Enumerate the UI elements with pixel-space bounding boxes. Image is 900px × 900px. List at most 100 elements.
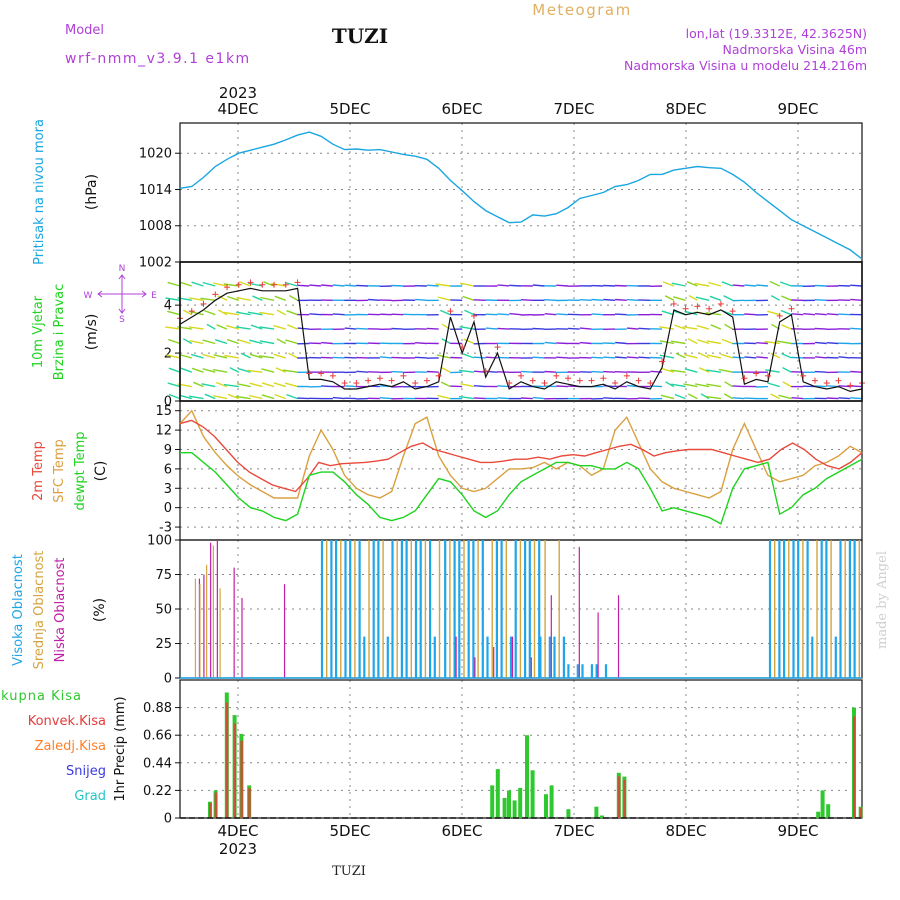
wind-arrow-icon — [286, 310, 298, 316]
wind-arrow-icon — [544, 385, 557, 388]
mid-cloud-label: Srednja Oblacnost — [32, 551, 47, 670]
wind-arrow-icon — [473, 299, 486, 301]
wind-arrow-icon — [213, 354, 228, 359]
bottom-date-label: 8DEC — [665, 822, 706, 840]
wind-arrow-icon — [556, 356, 569, 359]
wind-ytick-label: 0 — [164, 395, 172, 410]
wind-arrow-icon — [850, 397, 863, 400]
wind-arrow-icon — [249, 353, 263, 359]
wind-ytick-label: 4 — [164, 299, 172, 314]
wind-arrow-icon — [379, 356, 392, 359]
wind-arrow-icon — [235, 326, 251, 330]
wind-arrow-icon — [191, 281, 204, 287]
wind-arrow-icon — [247, 369, 263, 373]
wind-arrow-icon — [615, 298, 627, 301]
wind-label-a: 10m Vjetar — [31, 295, 46, 368]
wind-arrow-icon — [168, 338, 181, 345]
cloud-ytick-label: 25 — [155, 637, 172, 652]
conv-precip-bar — [617, 776, 621, 818]
wind-arrow-icon — [276, 338, 287, 345]
wind-arrow-icon — [638, 327, 651, 330]
wind-arrow-icon — [700, 393, 710, 400]
wind-arrow-icon — [459, 282, 475, 287]
top-year-label: 2023 — [219, 84, 257, 102]
low-cloud-label: Niska Oblacnost — [53, 558, 68, 663]
wind-arrow-icon — [332, 356, 345, 359]
wind-arrow-icon — [261, 368, 275, 373]
wind-arrow-icon — [168, 367, 181, 373]
wind-arrow-icon — [202, 281, 216, 287]
wind-arrow-icon — [497, 397, 510, 400]
conv-precip-bar — [623, 779, 626, 818]
wind-arrow-icon — [178, 353, 192, 359]
wind-arrow-icon — [591, 313, 604, 316]
wind-arrow-field — [165, 280, 863, 400]
wind-arrow-icon — [356, 284, 369, 287]
snow-label: Snijeg — [66, 764, 106, 779]
pressure-panel: 1002 1008 1014 1020 — [139, 122, 863, 271]
wind-arrow-icon — [226, 338, 240, 345]
wind-arrow-icon — [435, 283, 451, 287]
wind-arrow-icon — [850, 370, 863, 373]
wind-arrow-icon — [249, 382, 263, 388]
wind-arrow-icon — [708, 281, 722, 287]
t2m-label: 2m Temp — [31, 441, 46, 501]
compass-n: N — [119, 264, 126, 274]
wind-arrow-icon — [415, 298, 427, 301]
wind-arrow-icon — [216, 324, 228, 330]
temp-ytick-label: -3 — [159, 521, 172, 536]
wind-arrow-icon — [732, 284, 745, 287]
top-date-label: 4DEC — [217, 100, 258, 118]
wind-arrow-icon — [214, 339, 228, 345]
tsfc-label: SFC Temp — [52, 439, 67, 503]
wind-arrow-icon — [706, 354, 722, 359]
t2m-line — [179, 419, 863, 493]
wind-arrow-icon — [744, 313, 757, 316]
total-precip-bar — [495, 769, 500, 818]
wind-arrow-icon — [674, 393, 686, 400]
pressure-unit: (hPa) — [84, 174, 100, 210]
wind-arrow-icon — [744, 397, 757, 400]
wind-arrow-icon — [724, 323, 734, 330]
wind-arrow-icon — [235, 395, 251, 400]
wind-arrow-icon — [684, 353, 698, 359]
wind-arrow-icon — [850, 284, 863, 287]
wind-arrow-icon — [686, 281, 698, 287]
wind-arrow-icon — [356, 327, 369, 330]
wind-arrow-icon — [699, 367, 710, 373]
wind-arrow-icon — [670, 340, 686, 345]
wind-arrow-icon — [273, 353, 286, 359]
wind-arrow-icon — [356, 370, 369, 373]
precip-panel: 0 0.22 0.44 0.66 0.88 — [143, 679, 863, 827]
wind-arrow-icon — [721, 338, 733, 345]
wind-arrow-icon — [579, 327, 592, 330]
total-precip-bar — [820, 790, 825, 818]
wind-arrow-icon — [284, 382, 298, 388]
wind-arrow-icon — [695, 296, 710, 301]
wind-arrow-icon — [520, 299, 533, 301]
wind-arrow-icon — [732, 385, 745, 388]
precip-unit: 1hr Precip (mm) — [113, 696, 128, 801]
wind-arrow-icon — [497, 327, 510, 330]
wind-arrow-icon — [473, 356, 486, 359]
total-precip-bar — [525, 735, 529, 818]
wind-arrow-icon — [544, 341, 557, 345]
wind-arrow-icon — [744, 284, 757, 287]
wind-arrow-icon — [236, 311, 251, 316]
wind-arrow-icon — [204, 393, 216, 400]
wind-arrow-icon — [697, 339, 710, 345]
wind-arrow-icon — [248, 394, 263, 400]
wind-label-b: Brzina i Pravac — [52, 284, 67, 381]
pressure-ytick-label: 1002 — [139, 256, 172, 271]
wind-arrow-icon — [838, 397, 851, 400]
wind-arrow-icon — [671, 282, 686, 287]
temp-ytick-label: 0 — [164, 501, 172, 516]
wind-arrow-icon — [259, 311, 275, 316]
wind-arrow-icon — [178, 394, 192, 400]
wind-arrow-icon — [705, 312, 721, 316]
wind-arrow-icon — [603, 284, 616, 287]
wind-arrow-icon — [556, 385, 569, 388]
wind-arrow-icon — [626, 356, 639, 359]
